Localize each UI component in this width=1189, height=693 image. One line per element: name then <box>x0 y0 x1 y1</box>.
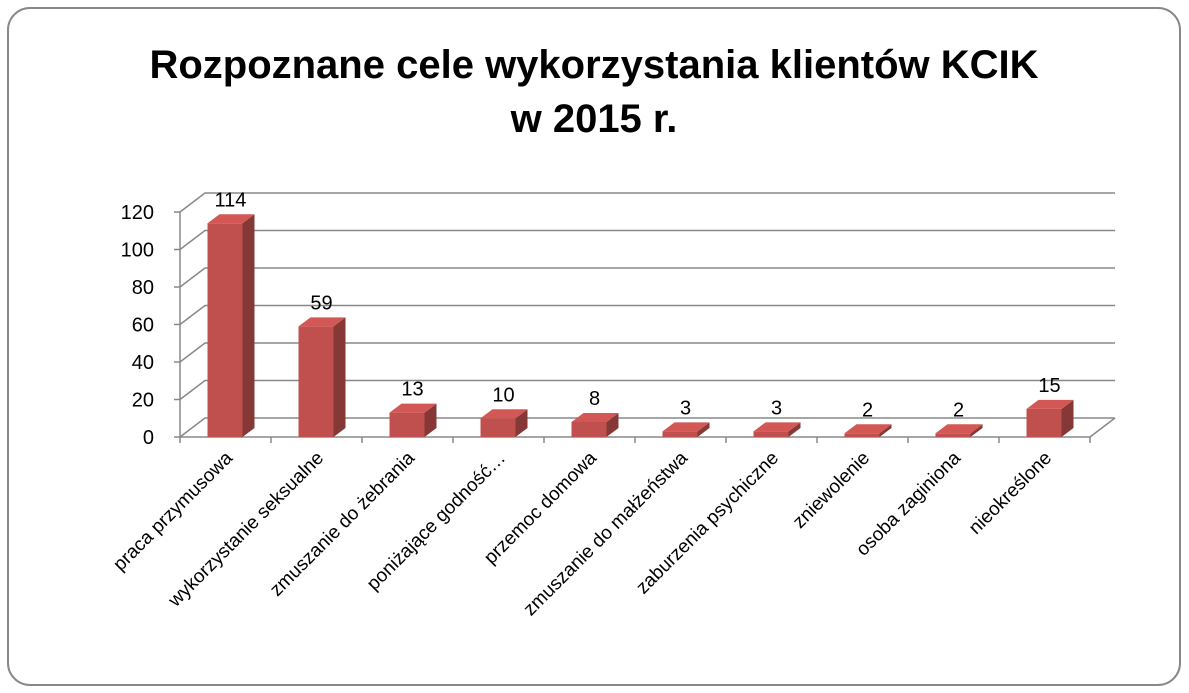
grid-line <box>179 342 1115 363</box>
bar <box>571 413 619 437</box>
grid-line <box>179 379 1115 401</box>
bar-top <box>1026 399 1074 409</box>
value-label: 3 <box>771 397 782 419</box>
bar-front <box>389 412 425 437</box>
value-label: 13 <box>401 379 423 401</box>
bar-top <box>389 403 437 413</box>
grid-line <box>179 192 1115 213</box>
bar <box>1026 399 1074 437</box>
bar-side <box>333 317 346 437</box>
bar-front <box>1026 408 1062 437</box>
bar-front <box>480 418 516 437</box>
bar-side <box>879 424 892 437</box>
value-label: 10 <box>492 384 514 406</box>
bar-side <box>424 403 437 437</box>
bar-top <box>844 424 892 434</box>
bar-front <box>662 431 698 437</box>
bar <box>298 317 346 437</box>
bar-top <box>753 422 801 432</box>
y-tick-label: 80 <box>132 277 154 299</box>
bar-top <box>480 409 528 419</box>
bar <box>207 214 255 437</box>
y-tick-label: 60 <box>132 315 154 337</box>
bar <box>935 424 983 437</box>
grid-line <box>179 229 1115 251</box>
bar-front <box>298 326 334 437</box>
bar-side <box>515 409 528 437</box>
value-label: 8 <box>589 388 600 410</box>
bar-front <box>935 433 971 437</box>
chart-title: Rozpoznane cele wykorzystania klientów K… <box>149 43 1038 87</box>
grid-line <box>179 267 1115 288</box>
chart-frame <box>7 7 1181 686</box>
bar-top <box>662 422 710 432</box>
bar-front <box>844 433 880 437</box>
bar-side <box>1061 399 1074 437</box>
bar <box>389 403 437 437</box>
grid-line <box>179 417 1115 438</box>
value-label: 15 <box>1038 375 1060 397</box>
bar-front <box>207 223 243 437</box>
bar-front <box>753 431 789 437</box>
bar-top <box>935 424 983 434</box>
bar-front <box>571 422 607 437</box>
value-label: 59 <box>310 292 332 314</box>
value-label: 3 <box>680 397 691 419</box>
bar-side <box>606 413 619 437</box>
bar <box>480 409 528 437</box>
y-tick-label: 40 <box>132 352 154 374</box>
y-tick-label: 120 <box>121 202 154 224</box>
bar-top <box>207 214 255 224</box>
bar-top <box>298 317 346 327</box>
bar-side <box>970 424 983 437</box>
bar <box>662 422 710 437</box>
bar <box>753 422 801 437</box>
chart-title: w 2015 r. <box>510 97 678 141</box>
value-label: 114 <box>215 189 247 211</box>
bar-side <box>697 422 710 437</box>
y-tick-label: 100 <box>121 240 154 262</box>
bar <box>844 424 892 437</box>
value-label: 2 <box>862 399 873 421</box>
y-tick-label: 20 <box>132 390 154 412</box>
value-label: 2 <box>953 399 964 421</box>
bar-top <box>571 413 619 422</box>
bar-side <box>242 214 255 437</box>
grid-line <box>179 304 1115 326</box>
y-tick-label: 0 <box>143 427 154 449</box>
bar-side <box>788 422 801 437</box>
